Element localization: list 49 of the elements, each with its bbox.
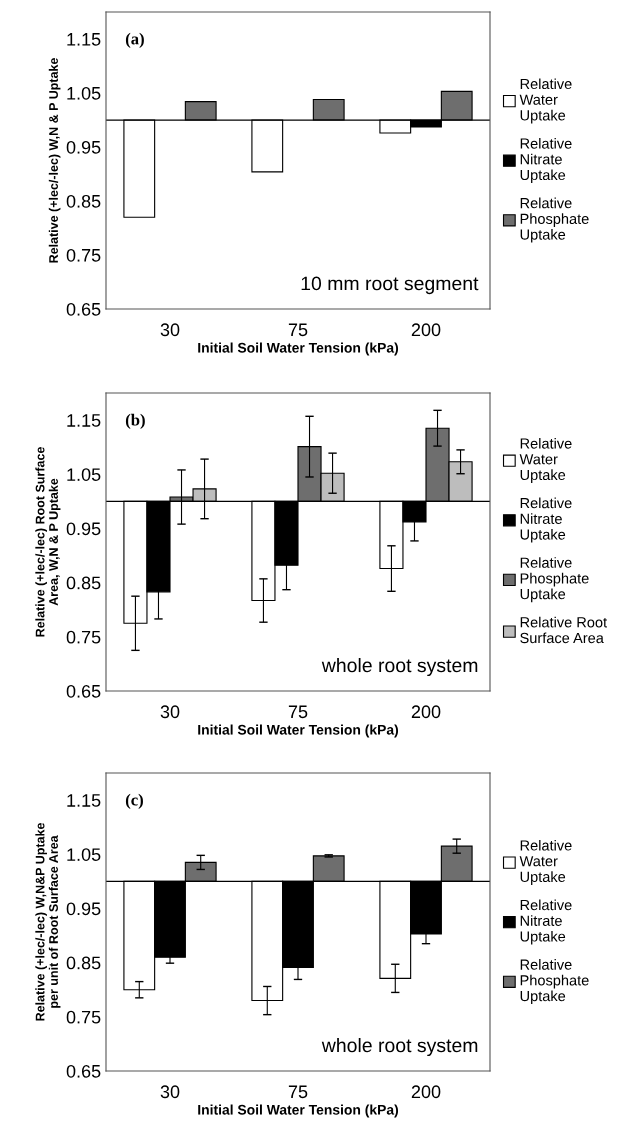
legend-label: Relative Nitrate Uptake <box>520 899 572 945</box>
legend-label: Relative Root Surface Area <box>520 616 607 644</box>
y-tick-label: 0.95 <box>66 522 101 536</box>
legend-label: Relative Phosphate Uptake <box>520 197 589 243</box>
x-tick-label: 200 <box>411 705 441 719</box>
legend-label: Relative Phosphate Uptake <box>520 959 589 1005</box>
y-tick-label: 0.65 <box>66 1064 101 1078</box>
annotation: (a) <box>125 32 144 48</box>
annotation: whole root system <box>321 657 478 677</box>
y-tick-label: 0.75 <box>66 248 101 262</box>
legend-label: Relative Nitrate Uptake <box>520 497 572 543</box>
y-tick-label: 1.15 <box>67 414 101 427</box>
y-tick-label: 1.05 <box>67 468 101 481</box>
y-tick-label: 0.95 <box>66 902 101 916</box>
y-tick-label: 1.15 <box>67 794 101 807</box>
y-tick-label: 0.65 <box>66 302 101 316</box>
x-axis-title: Initial Soil Water Tension (kPa) <box>198 342 399 356</box>
y-tick-label: 1.15 <box>67 33 101 46</box>
annotation: (b) <box>125 413 145 429</box>
legend-label: Relative Phosphate Uptake <box>520 557 589 603</box>
annotation: 10 mm root segment <box>301 276 479 295</box>
y-tick-label: 0.85 <box>66 956 101 970</box>
x-axis-title: Initial Soil Water Tension (kPa) <box>198 1104 399 1118</box>
y-axis-title: Relative (+lec/-lec) Root Surface Area, W,N & P Uptake <box>35 447 61 637</box>
annotation: whole root system <box>321 1037 478 1057</box>
x-tick-label: 75 <box>288 705 308 719</box>
legend-label: Relative Water Uptake <box>519 78 572 124</box>
annotation: (c) <box>125 793 143 809</box>
x-tick-label: 75 <box>288 1085 308 1099</box>
x-tick-label: 30 <box>160 1085 180 1099</box>
legend-label: Relative Water Uptake <box>519 839 572 885</box>
y-tick-label: 0.95 <box>66 140 101 154</box>
y-tick-label: 0.65 <box>66 684 101 698</box>
x-tick-label: 30 <box>160 705 180 719</box>
y-tick-label: 0.75 <box>66 630 101 644</box>
x-tick-label: 200 <box>411 1085 441 1099</box>
legend-label: Relative Water Uptake <box>519 437 572 483</box>
y-tick-label: 1.05 <box>67 848 101 861</box>
y-tick-label: 0.75 <box>66 1010 101 1024</box>
y-axis-title: Relative (+lec/-lec) W,N&P Uptake per unit of Root Surface Area <box>35 823 61 1021</box>
y-tick-label: 0.85 <box>66 194 101 208</box>
y-tick-label: 1.05 <box>67 86 101 100</box>
y-axis-title: Relative (+lec/-lec) W,N & P Uptake <box>48 58 61 263</box>
x-tick-label: 200 <box>411 323 441 337</box>
legend-label: Relative Nitrate Uptake <box>520 137 572 184</box>
x-tick-label: 75 <box>288 323 308 337</box>
x-tick-label: 30 <box>160 323 180 337</box>
x-axis-title: Initial Soil Water Tension (kPa) <box>198 724 399 738</box>
y-tick-label: 0.85 <box>66 576 101 590</box>
